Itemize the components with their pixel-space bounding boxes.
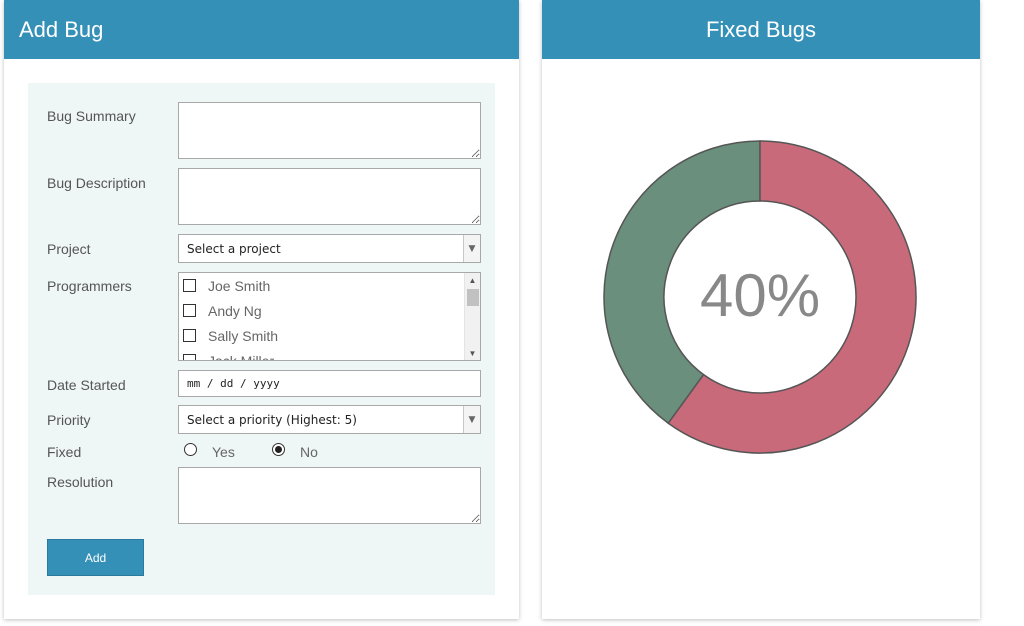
bug-summary-field[interactable] <box>178 102 481 159</box>
bug-summary-label: Bug Summary <box>47 108 136 124</box>
project-select[interactable]: Select a project ▼ <box>178 234 481 263</box>
date-started-label: Date Started <box>47 377 126 393</box>
programmer-item[interactable]: Joe Smith <box>183 273 270 298</box>
checkbox[interactable] <box>183 329 196 342</box>
project-select-value: Select a project <box>187 241 281 256</box>
programmer-name: Jack Miller <box>208 352 275 361</box>
add-bug-title: Add Bug <box>19 16 104 42</box>
donut-slices <box>603 140 917 454</box>
scroll-down-icon[interactable]: ▼ <box>468 348 477 358</box>
chevron-down-icon[interactable]: ▼ <box>463 235 480 262</box>
checkbox[interactable] <box>183 304 196 317</box>
fixed-no-label[interactable]: No <box>300 444 318 460</box>
add-button[interactable]: Add <box>47 539 144 576</box>
date-placeholder: mm / dd / yyyy <box>187 377 280 390</box>
programmers-listbox[interactable]: Joe Smith Andy Ng Sally Smith Jack Mille… <box>178 272 481 361</box>
fixed-bugs-panel: Fixed Bugs 40% <box>542 0 980 619</box>
bug-description-field[interactable] <box>178 168 481 225</box>
programmer-name: Andy Ng <box>208 302 262 319</box>
programmer-item[interactable]: Sally Smith <box>183 323 278 348</box>
add-bug-form: Bug Summary Bug Description Project Sele… <box>28 83 495 595</box>
add-bug-header: Add Bug <box>4 0 519 59</box>
programmer-item[interactable]: Jack Miller <box>183 348 275 361</box>
add-bug-panel: Add Bug Bug Summary Bug Description Proj… <box>4 0 519 619</box>
add-button-label: Add <box>84 550 107 565</box>
resolution-label: Resolution <box>47 474 114 490</box>
checkbox[interactable] <box>183 354 196 360</box>
unfixed-slice <box>667 140 917 454</box>
fixed-no-radio[interactable] <box>272 443 285 456</box>
fixed-yes-label[interactable]: Yes <box>212 444 235 460</box>
priority-label: Priority <box>47 412 91 428</box>
project-label: Project <box>47 241 91 257</box>
fixed-label: Fixed <box>47 444 82 460</box>
percent-label: 40% <box>700 262 820 329</box>
resolution-field[interactable] <box>178 467 481 524</box>
fixed-bugs-donut-chart: 40% <box>603 140 917 454</box>
bug-description-label: Bug Description <box>47 175 146 191</box>
programmer-name: Sally Smith <box>208 327 279 344</box>
scrollbar-thumb[interactable] <box>467 289 479 306</box>
priority-select[interactable]: Select a priority (Highest: 5) ▼ <box>178 405 481 434</box>
scroll-up-icon[interactable]: ▲ <box>468 275 477 285</box>
fixed-slice <box>603 140 761 425</box>
programmers-label: Programmers <box>47 278 132 294</box>
listbox-scrollbar[interactable]: ▲ ▼ <box>464 273 480 360</box>
checkbox[interactable] <box>183 279 196 292</box>
fixed-bugs-header: Fixed Bugs <box>542 0 980 59</box>
programmer-name: Joe Smith <box>208 277 271 294</box>
fixed-yes-radio[interactable] <box>184 443 197 456</box>
fixed-bugs-title: Fixed Bugs <box>705 16 817 42</box>
chevron-down-icon[interactable]: ▼ <box>463 406 480 433</box>
priority-select-value: Select a priority (Highest: 5) <box>187 412 357 427</box>
date-started-input[interactable]: mm / dd / yyyy <box>178 370 481 397</box>
programmer-item[interactable]: Andy Ng <box>183 298 262 323</box>
